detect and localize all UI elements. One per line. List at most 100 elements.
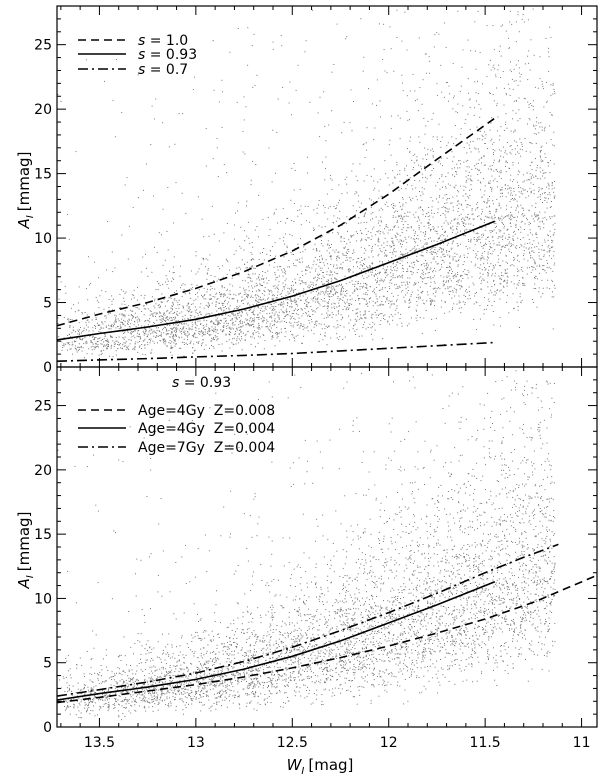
scatter-point xyxy=(432,300,434,302)
scatter-point xyxy=(395,284,397,286)
scatter-point xyxy=(305,293,307,295)
scatter-point xyxy=(340,237,342,239)
scatter-point xyxy=(297,210,299,211)
scatter-point xyxy=(547,234,549,236)
scatter-point xyxy=(207,259,209,261)
scatter-point xyxy=(402,224,404,226)
scatter-point xyxy=(203,334,205,336)
scatter-point xyxy=(521,299,523,301)
scatter-point xyxy=(357,308,359,310)
scatter-point xyxy=(483,219,485,221)
scatter-point xyxy=(372,305,374,307)
scatter-point xyxy=(232,324,234,326)
scatter-point xyxy=(208,329,210,331)
scatter-point xyxy=(422,177,424,179)
scatter-point xyxy=(73,304,74,306)
scatter-point xyxy=(135,307,137,309)
scatter-point xyxy=(173,256,175,258)
scatter-point xyxy=(535,175,537,177)
scatter-point xyxy=(290,325,292,327)
scatter-point xyxy=(215,304,217,306)
scatter-point xyxy=(515,99,517,101)
scatter-point xyxy=(239,322,241,324)
scatter-point xyxy=(468,197,470,199)
scatter-point xyxy=(276,334,278,336)
scatter-point xyxy=(300,238,301,240)
scatter-point xyxy=(318,225,320,227)
scatter-point xyxy=(286,311,288,313)
scatter-point xyxy=(396,324,398,326)
scatter-point xyxy=(127,258,129,260)
scatter-point xyxy=(429,298,431,300)
scatter-point xyxy=(90,341,92,342)
scatter-point xyxy=(411,262,413,264)
scatter-point xyxy=(484,244,485,246)
scatter-point xyxy=(487,272,489,274)
scatter-point xyxy=(502,275,504,277)
scatter-point xyxy=(487,148,488,150)
scatter-point xyxy=(342,317,344,319)
scatter-point xyxy=(170,347,171,349)
scatter-point xyxy=(210,340,212,342)
scatter-point xyxy=(380,304,381,306)
scatter-point xyxy=(425,242,427,244)
scatter-point xyxy=(310,285,312,287)
scatter-point xyxy=(355,275,357,277)
scatter-point xyxy=(127,345,129,347)
scatter-point xyxy=(547,239,549,241)
scatter-point xyxy=(295,335,297,337)
scatter-point xyxy=(551,183,553,185)
scatter-point xyxy=(295,300,297,302)
scatter-point xyxy=(194,321,196,323)
scatter-point xyxy=(260,299,262,301)
scatter-point xyxy=(441,234,443,236)
scatter-point xyxy=(294,318,296,320)
scatter-point xyxy=(294,300,296,302)
scatter-point xyxy=(359,303,361,305)
scatter-point xyxy=(520,187,522,189)
scatter-point xyxy=(340,298,342,300)
scatter-point xyxy=(68,320,70,322)
scatter-point xyxy=(441,239,443,241)
scatter-point xyxy=(273,266,275,268)
scatter-point xyxy=(515,80,517,82)
scatter-point xyxy=(513,258,515,260)
scatter-point xyxy=(540,159,542,161)
scatter-point xyxy=(336,320,338,322)
scatter-point xyxy=(390,301,392,303)
scatter-point xyxy=(426,242,428,244)
scatter-point xyxy=(385,224,387,226)
scatter-point xyxy=(443,283,445,285)
scatter-point xyxy=(276,333,278,335)
scatter-point xyxy=(484,137,486,139)
scatter-point xyxy=(156,330,158,331)
scatter-point xyxy=(140,295,142,297)
scatter-point xyxy=(278,315,280,317)
scatter-point xyxy=(406,268,408,270)
scatter-point xyxy=(241,323,243,325)
scatter-point xyxy=(223,232,225,234)
scatter-point xyxy=(397,294,399,296)
scatter-point xyxy=(504,152,506,154)
scatter-point xyxy=(343,247,345,249)
scatter-point xyxy=(325,317,327,319)
scatter-point xyxy=(466,152,468,154)
scatter-point xyxy=(362,287,364,289)
scatter-point xyxy=(421,281,423,283)
scatter-point xyxy=(408,236,410,238)
scatter-point xyxy=(492,203,494,205)
scatter-point xyxy=(176,314,178,316)
scatter-point xyxy=(366,284,368,286)
scatter-point xyxy=(443,276,445,278)
scatter-point xyxy=(504,280,506,282)
scatter-point xyxy=(453,143,455,145)
scatter-point xyxy=(150,328,152,330)
scatter-point xyxy=(529,164,531,166)
scatter-point xyxy=(276,321,278,323)
scatter-point xyxy=(222,303,224,305)
scatter-point xyxy=(329,314,330,316)
scatter-point xyxy=(187,336,188,338)
scatter-point xyxy=(127,347,128,349)
scatter-point xyxy=(489,230,491,232)
scatter-point xyxy=(285,250,287,252)
